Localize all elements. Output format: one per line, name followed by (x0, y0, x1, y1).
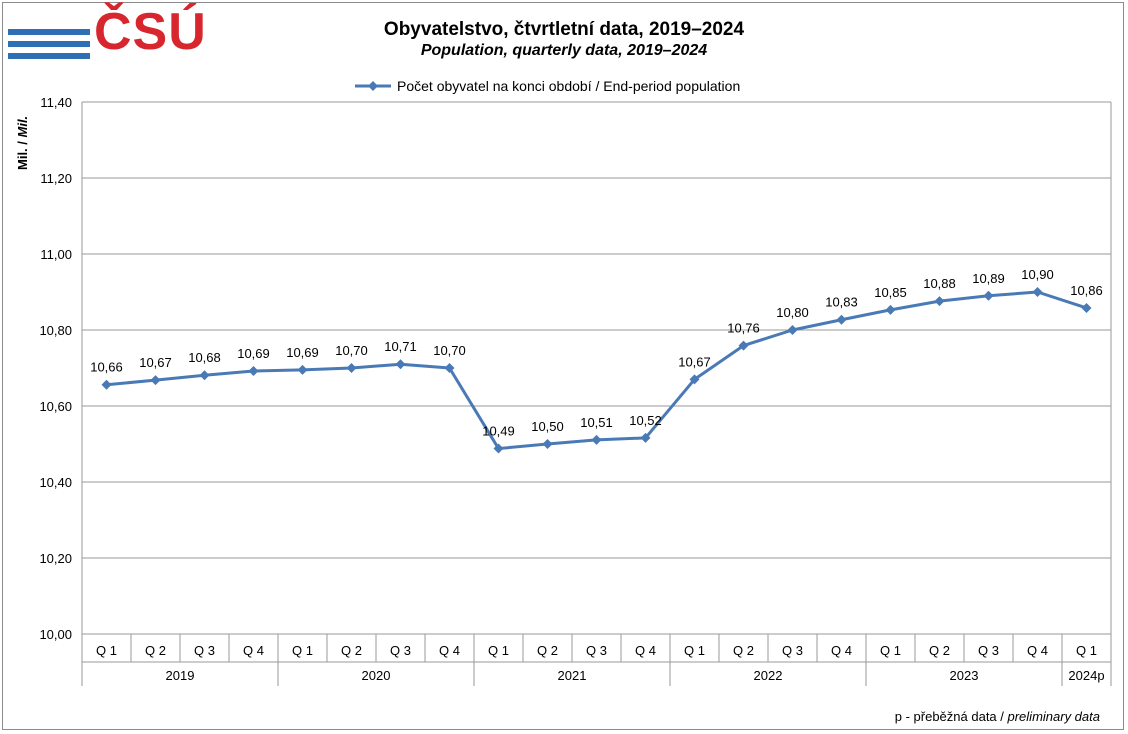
data-label: 10,50 (531, 419, 564, 434)
data-point-marker (1032, 287, 1043, 297)
data-label: 10,90 (1021, 267, 1054, 282)
data-label: 10,86 (1070, 283, 1103, 298)
data-point-marker (640, 432, 651, 443)
y-tick-label: 10,40 (39, 475, 72, 490)
data-label: 10,70 (335, 343, 368, 358)
data-point-marker (542, 439, 553, 449)
x-tick-label: Q 4 (831, 643, 852, 658)
data-point-marker (885, 304, 896, 315)
data-point-marker (199, 370, 210, 381)
x-tick-label: Q 2 (341, 643, 362, 658)
x-tick-label: Q 3 (978, 643, 999, 658)
data-point-marker (297, 364, 308, 375)
data-label: 10,68 (188, 350, 221, 365)
legend: Počet obyvatel na konci období / End-per… (355, 76, 740, 96)
x-tick-label: Q 3 (586, 643, 607, 658)
data-label: 10,85 (874, 285, 907, 300)
logo-stripe (8, 29, 90, 35)
x-tick-label: Q 2 (145, 643, 166, 658)
data-label: 10,49 (482, 424, 515, 439)
x-tick-label: Q 3 (390, 643, 411, 658)
data-label: 10,71 (384, 339, 417, 354)
data-label: 10,67 (678, 354, 711, 369)
data-point-marker (689, 374, 700, 385)
x-tick-label: Q 4 (439, 643, 460, 658)
x-tick-label: Q 3 (782, 643, 803, 658)
x-tick-label: Q 2 (929, 643, 950, 658)
note-italic: preliminary data (1007, 709, 1101, 724)
data-point-marker (934, 296, 945, 307)
legend-label: Počet obyvatel na konci období / End-per… (397, 78, 741, 94)
y-tick-label: 11,40 (40, 95, 72, 110)
data-label: 10,69 (237, 346, 270, 361)
x-tick-label: Q 4 (243, 643, 264, 658)
data-point-marker (444, 363, 455, 373)
data-point-marker (836, 314, 847, 325)
x-tick-label: Q 2 (537, 643, 558, 658)
data-point-marker (787, 325, 798, 335)
chart-title: Obyvatelstvo, čtvrtletní data, 2019–2024 (383, 19, 745, 40)
chart-subtitle: Population, quarterly data, 2019–2024 (420, 42, 708, 59)
x-tick-label: Q 1 (1076, 643, 1097, 658)
data-point-marker (346, 363, 357, 373)
logo-text: ČSÚ (94, 3, 207, 61)
data-point-marker (591, 434, 602, 445)
y-tick-label: 10,20 (39, 551, 72, 566)
data-label: 10,66 (90, 360, 123, 375)
data-label: 10,88 (923, 276, 956, 291)
data-point-marker (248, 366, 259, 377)
y-tick-label: 11,20 (40, 171, 72, 186)
data-label: 10,70 (433, 343, 466, 358)
x-group-label: 2023 (950, 668, 979, 683)
x-group-label: 2020 (362, 668, 391, 683)
y-tick-label: 10,60 (39, 399, 72, 414)
preliminary-data-note: p - přeběžná data / preliminary data (895, 709, 1100, 724)
y-tick-label: 10,80 (39, 323, 72, 338)
x-tick-label: Q 1 (96, 643, 117, 658)
data-label: 10,67 (139, 355, 172, 370)
x-group-label: 2024p (1068, 668, 1104, 683)
logo-stripe (8, 53, 90, 59)
data-label: 10,76 (727, 321, 760, 336)
data-point-marker (983, 290, 994, 301)
x-tick-label: Q 1 (684, 643, 705, 658)
x-tick-label: Q 3 (194, 643, 215, 658)
x-tick-label: Q 1 (292, 643, 313, 658)
data-label: 10,52 (629, 413, 662, 428)
data-point-marker (1081, 302, 1092, 313)
x-tick-label: Q 2 (733, 643, 754, 658)
data-point-marker (738, 340, 749, 351)
data-label: 10,51 (580, 415, 613, 430)
y-tick-label: 10,00 (39, 627, 72, 642)
x-tick-label: Q 1 (880, 643, 901, 658)
data-point-marker (101, 379, 112, 390)
legend-line-marker-icon (355, 81, 391, 91)
data-point-marker (395, 359, 406, 370)
x-group-label: 2022 (754, 668, 783, 683)
data-label: 10,69 (286, 345, 319, 360)
x-tick-label: Q 1 (488, 643, 509, 658)
x-tick-label: Q 4 (635, 643, 656, 658)
csu-logo: ČSÚ (8, 6, 206, 66)
data-point-marker (150, 375, 161, 386)
data-point-marker (493, 443, 504, 454)
x-tick-label: Q 4 (1027, 643, 1048, 658)
x-group-label: 2021 (558, 668, 587, 683)
data-label: 10,89 (972, 271, 1005, 286)
logo-stripe (8, 41, 90, 47)
data-label: 10,80 (776, 305, 809, 320)
data-label: 10,83 (825, 295, 858, 310)
note-main: p - přeběžná data / (894, 709, 1008, 724)
x-group-label: 2019 (166, 668, 195, 683)
y-tick-label: 11,00 (40, 247, 72, 262)
